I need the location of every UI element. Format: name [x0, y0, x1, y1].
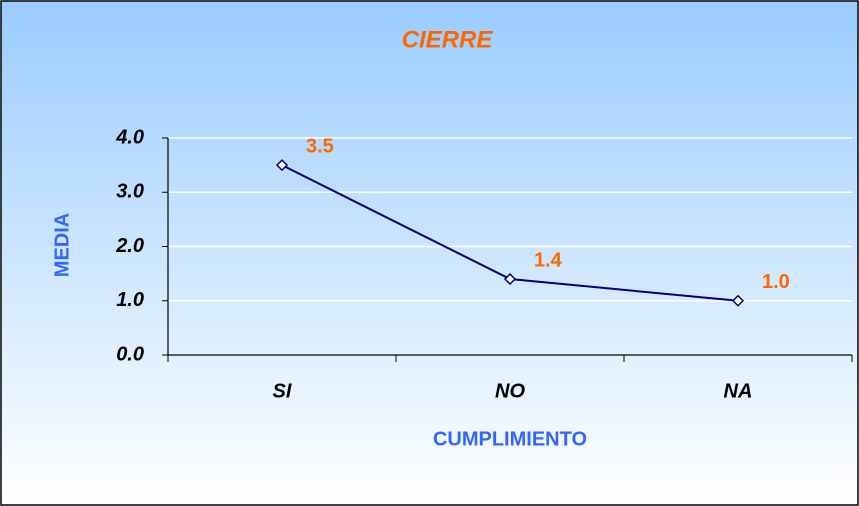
x-axis-title: CUMPLIMIENTO [433, 428, 587, 450]
y-axis-title: MEDIA [51, 213, 73, 277]
data-point [731, 294, 745, 307]
y-tick-label: 0.0 [116, 343, 144, 365]
y-tick-label: 4.0 [115, 126, 144, 148]
x-tick-label: NO [495, 380, 525, 402]
chart-title: CIERRE [402, 26, 494, 53]
data-point [503, 272, 517, 286]
y-tick-label: 1.0 [116, 289, 144, 311]
x-tick-label: SI [273, 380, 292, 402]
data-label: 3.5 [306, 135, 334, 157]
data-label: 1.0 [762, 271, 790, 293]
x-tick-label: NA [724, 380, 753, 402]
y-tick-label: 3.0 [116, 181, 144, 203]
y-tick-label: 2.0 [115, 235, 144, 257]
data-point [275, 159, 289, 172]
data-label: 1.4 [534, 249, 563, 271]
